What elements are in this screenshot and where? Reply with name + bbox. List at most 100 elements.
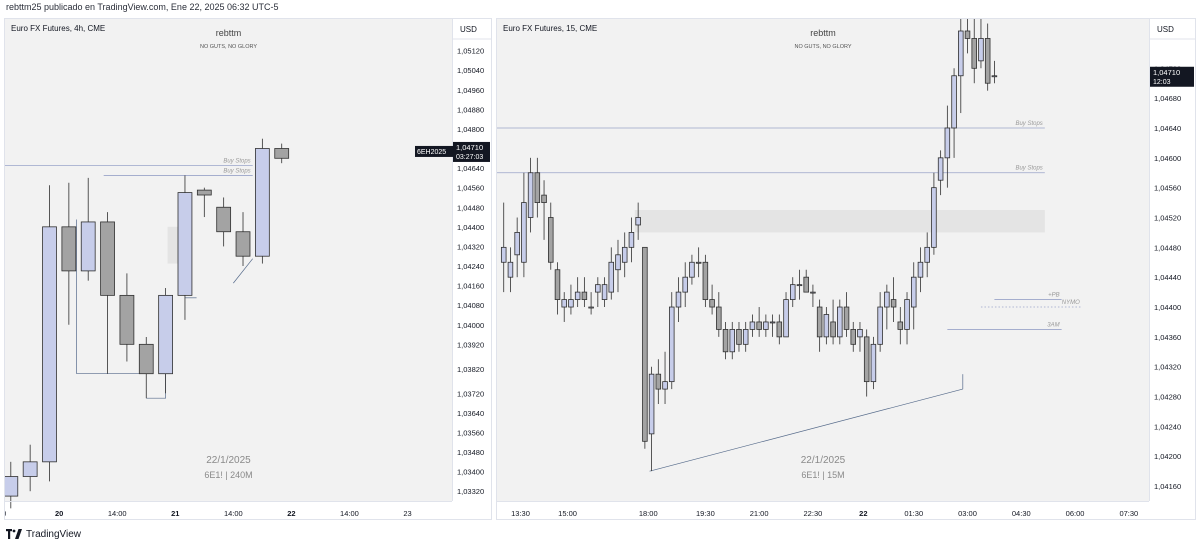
y-tick-label: 1,03320: [457, 487, 484, 496]
bear-candle[interactable]: [964, 30, 971, 39]
bull-candle[interactable]: [42, 226, 57, 463]
bear-candle[interactable]: [890, 299, 897, 308]
bull-candle[interactable]: [500, 246, 507, 263]
y-tick-label: 1,04800: [457, 125, 484, 134]
bull-candle[interactable]: [769, 321, 776, 324]
plot-area[interactable]: [5, 19, 452, 501]
bull-candle[interactable]: [568, 299, 574, 308]
bear-candle[interactable]: [541, 194, 547, 203]
bear-candle[interactable]: [776, 321, 783, 338]
bear-candle[interactable]: [803, 276, 809, 293]
bear-candle[interactable]: [863, 336, 870, 383]
bear-candle[interactable]: [235, 231, 251, 257]
bear-candle[interactable]: [548, 217, 554, 263]
bear-candle[interactable]: [850, 329, 856, 345]
bear-candle[interactable]: [274, 148, 290, 159]
bear-candle[interactable]: [736, 329, 742, 345]
bull-candle[interactable]: [958, 30, 964, 77]
bear-candle[interactable]: [581, 291, 588, 300]
bull-candle[interactable]: [823, 314, 830, 338]
bull-candle[interactable]: [621, 246, 628, 263]
bear-candle[interactable]: [709, 299, 715, 308]
bear-candle[interactable]: [216, 206, 232, 233]
bull-candle[interactable]: [991, 75, 998, 78]
bear-candle[interactable]: [702, 261, 709, 300]
bull-candle[interactable]: [877, 306, 883, 345]
bull-candle[interactable]: [857, 329, 863, 338]
bull-candle[interactable]: [158, 294, 173, 375]
bull-candle[interactable]: [689, 261, 695, 278]
bear-candle[interactable]: [196, 189, 212, 196]
bull-candle[interactable]: [937, 157, 944, 181]
bull-candle[interactable]: [675, 291, 682, 308]
bull-candle[interactable]: [729, 329, 736, 353]
bull-candle[interactable]: [910, 276, 917, 308]
bear-candle[interactable]: [971, 38, 977, 69]
bull-candle[interactable]: [588, 306, 594, 309]
bear-candle[interactable]: [843, 306, 850, 330]
bull-candle[interactable]: [80, 221, 96, 272]
bull-candle[interactable]: [695, 261, 702, 264]
bull-candle[interactable]: [574, 291, 581, 300]
bull-candle[interactable]: [789, 284, 796, 300]
bull-candle[interactable]: [514, 232, 520, 256]
bull-candle[interactable]: [561, 299, 567, 308]
bull-candle[interactable]: [944, 127, 951, 159]
bear-candle[interactable]: [100, 221, 115, 296]
bull-candle[interactable]: [810, 291, 816, 294]
bear-candle[interactable]: [119, 294, 135, 345]
bear-candle[interactable]: [61, 226, 77, 272]
bull-candle[interactable]: [917, 261, 924, 278]
bear-candle[interactable]: [984, 38, 991, 84]
bear-candle[interactable]: [756, 321, 762, 330]
bull-candle[interactable]: [931, 187, 937, 248]
bear-candle[interactable]: [655, 373, 662, 390]
bull-candle[interactable]: [527, 172, 534, 218]
y-tick-label: 1,04080: [457, 301, 484, 310]
bull-candle[interactable]: [595, 284, 601, 293]
bull-candle[interactable]: [742, 329, 749, 345]
bull-candle[interactable]: [601, 284, 608, 300]
bear-candle[interactable]: [897, 321, 904, 330]
bull-candle[interactable]: [5, 476, 19, 497]
bull-candle[interactable]: [669, 306, 675, 383]
bear-candle[interactable]: [722, 329, 729, 353]
bear-candle[interactable]: [816, 306, 823, 338]
bull-candle[interactable]: [628, 232, 635, 248]
bull-candle[interactable]: [749, 321, 756, 330]
y-tick-label: 1,04360: [1154, 333, 1181, 342]
bull-candle[interactable]: [648, 373, 655, 435]
bear-candle[interactable]: [830, 321, 836, 338]
bull-candle[interactable]: [608, 261, 615, 293]
bull-candle[interactable]: [978, 38, 984, 62]
bull-candle[interactable]: [837, 306, 843, 338]
bull-candle[interactable]: [951, 75, 957, 129]
bull-candle[interactable]: [682, 276, 688, 293]
level-label: Buy Stops: [223, 168, 250, 174]
bull-candle[interactable]: [254, 148, 270, 257]
bull-candle[interactable]: [615, 254, 621, 271]
bull-candle[interactable]: [763, 321, 769, 330]
bear-candle[interactable]: [138, 343, 154, 375]
bull-candle[interactable]: [507, 261, 514, 278]
bull-candle[interactable]: [904, 299, 910, 330]
left-chart-pane[interactable]: Buy Stops Buy Stops Euro FX Futures, 4h, C…: [4, 18, 492, 520]
bull-candle[interactable]: [521, 202, 527, 263]
bear-candle[interactable]: [642, 246, 648, 442]
bear-candle[interactable]: [554, 269, 561, 300]
bull-candle[interactable]: [924, 246, 930, 263]
bull-candle[interactable]: [796, 284, 803, 287]
bull-candle[interactable]: [177, 192, 193, 296]
bear-candle[interactable]: [534, 172, 541, 203]
bear-candle[interactable]: [716, 306, 722, 330]
bull-candle[interactable]: [22, 461, 38, 477]
right-chart-pane[interactable]: Buy Stops Buy Stops +PB NYMO 3AM Euro FX Futu…: [496, 18, 1196, 520]
bull-candle[interactable]: [783, 299, 789, 338]
left-chart-svg[interactable]: Buy Stops Buy Stops Euro FX Futures, 4h, C…: [5, 19, 491, 519]
bull-candle[interactable]: [870, 343, 877, 383]
bull-candle[interactable]: [662, 381, 668, 390]
bull-candle[interactable]: [884, 291, 890, 308]
bull-candle[interactable]: [635, 217, 641, 226]
plot-area[interactable]: [497, 19, 1149, 501]
